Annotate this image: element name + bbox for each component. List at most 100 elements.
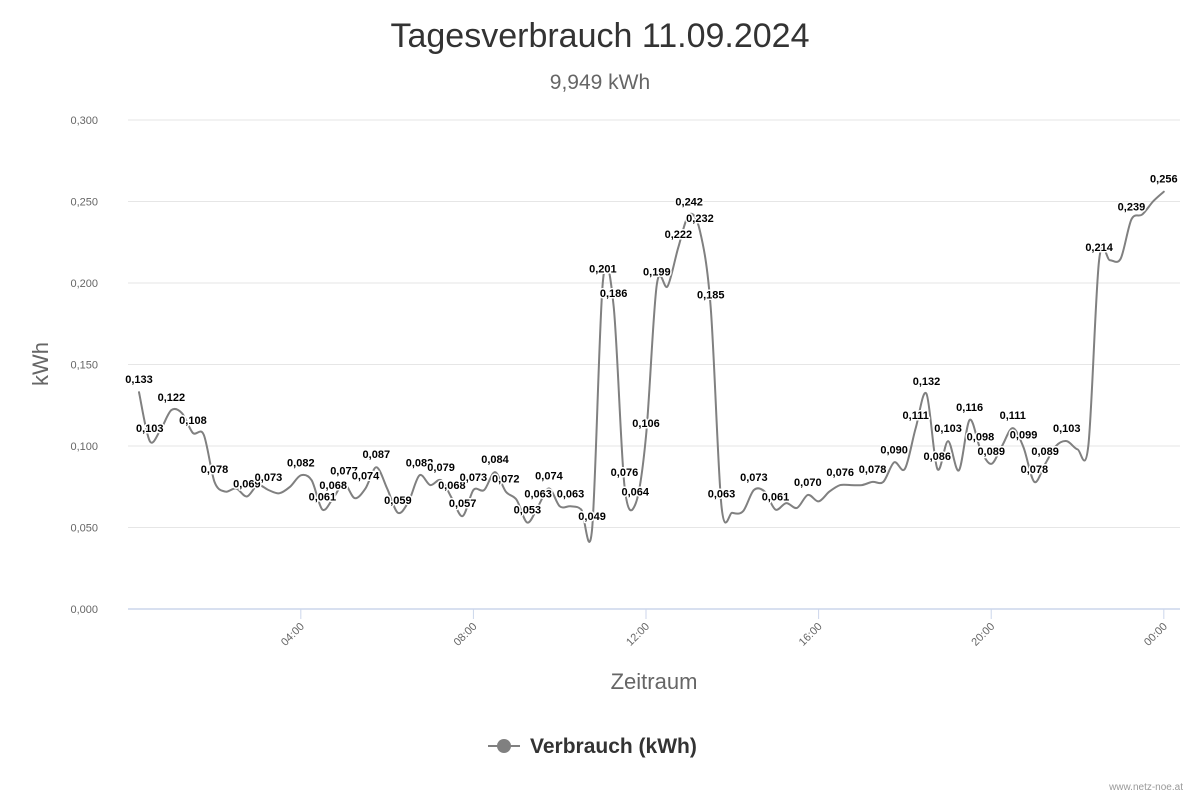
data-point[interactable]	[275, 489, 283, 497]
data-point[interactable]	[1149, 198, 1157, 206]
data-label: 0,069	[233, 479, 261, 491]
data-point[interactable]	[664, 282, 672, 290]
data-point[interactable]	[912, 424, 920, 432]
data-label: 0,103	[1053, 423, 1081, 435]
data-point[interactable]	[696, 227, 704, 235]
data-point[interactable]	[642, 432, 650, 440]
data-point[interactable]	[987, 460, 995, 468]
data-point[interactable]	[297, 471, 305, 479]
data-point[interactable]	[567, 502, 575, 510]
data-point[interactable]	[286, 483, 294, 491]
data-label: 0,082	[287, 457, 315, 469]
data-point[interactable]	[793, 504, 801, 512]
data-point[interactable]	[610, 302, 618, 310]
data-point[interactable]	[362, 484, 370, 492]
data-point[interactable]	[1106, 256, 1114, 264]
data-point[interactable]	[718, 502, 726, 510]
data-point[interactable]	[415, 471, 423, 479]
data-point[interactable]	[599, 277, 607, 285]
data-point[interactable]	[653, 281, 661, 289]
data-point[interactable]	[523, 519, 531, 527]
data-label: 0,185	[697, 289, 725, 301]
data-point[interactable]	[308, 476, 316, 484]
data-point[interactable]	[211, 478, 219, 486]
data-point[interactable]	[869, 478, 877, 486]
x-axis-title: Zeitraum	[611, 669, 698, 694]
data-point[interactable]	[394, 509, 402, 517]
data-point[interactable]	[459, 512, 467, 520]
data-point[interactable]	[1030, 478, 1038, 486]
data-point[interactable]	[426, 481, 434, 489]
data-label: 0,133	[125, 374, 153, 386]
data-label: 0,242	[675, 197, 703, 209]
data-point[interactable]	[836, 481, 844, 489]
data-point[interactable]	[728, 509, 736, 517]
data-label: 0,061	[762, 492, 790, 504]
data-point[interactable]	[264, 486, 272, 494]
data-point[interactable]	[944, 437, 952, 445]
data-label: 0,098	[967, 431, 995, 443]
data-label: 0,078	[859, 464, 887, 476]
data-label: 0,057	[449, 498, 477, 510]
legend[interactable]: Verbrauch (kWh)	[488, 735, 697, 758]
data-point[interactable]	[588, 525, 596, 533]
data-point[interactable]	[1084, 442, 1092, 450]
data-point[interactable]	[847, 481, 855, 489]
grid-lines	[128, 119, 1180, 528]
data-point[interactable]	[200, 431, 208, 439]
data-label: 0,049	[578, 511, 606, 523]
data-point[interactable]	[383, 484, 391, 492]
data-point[interactable]	[318, 506, 326, 514]
credits-link[interactable]: www.netz-noe.at	[1108, 782, 1183, 793]
data-point[interactable]	[469, 486, 477, 494]
data-point[interactable]	[922, 390, 930, 398]
data-point[interactable]	[1117, 255, 1125, 263]
data-point[interactable]	[879, 478, 887, 486]
data-label: 0,086	[924, 451, 952, 463]
data-point[interactable]	[858, 481, 866, 489]
data-label: 0,079	[427, 462, 455, 474]
data-point[interactable]	[804, 491, 812, 499]
data-label: 0,214	[1085, 242, 1113, 254]
data-label: 0,201	[589, 263, 617, 275]
legend-item-verbrauch[interactable]: Verbrauch (kWh)	[530, 735, 697, 758]
data-point[interactable]	[167, 406, 175, 414]
data-point[interactable]	[815, 497, 823, 505]
data-point[interactable]	[1074, 445, 1082, 453]
data-point[interactable]	[1160, 188, 1168, 196]
data-point[interactable]	[1020, 444, 1028, 452]
data-point[interactable]	[771, 506, 779, 514]
data-point[interactable]	[825, 488, 833, 496]
data-point[interactable]	[146, 437, 154, 445]
data-label: 0,078	[1021, 464, 1049, 476]
data-point[interactable]	[135, 388, 143, 396]
data-point[interactable]	[707, 303, 715, 311]
data-point[interactable]	[513, 496, 521, 504]
data-point[interactable]	[1127, 215, 1135, 223]
data-point[interactable]	[502, 488, 510, 496]
data-point[interactable]	[966, 416, 974, 424]
data-point[interactable]	[351, 494, 359, 502]
data-point[interactable]	[1095, 256, 1103, 264]
data-point[interactable]	[739, 507, 747, 515]
data-point[interactable]	[480, 486, 488, 494]
data-label: 0,090	[880, 444, 908, 456]
data-point[interactable]	[955, 466, 963, 474]
data-point[interactable]	[189, 429, 197, 437]
data-label: 0,222	[665, 229, 693, 241]
data-point[interactable]	[750, 486, 758, 494]
data-label: 0,063	[557, 488, 585, 500]
data-point[interactable]	[933, 465, 941, 473]
data-point[interactable]	[243, 493, 251, 501]
data-label: 0,239	[1118, 201, 1146, 213]
data-label: 0,089	[977, 446, 1005, 458]
data-point[interactable]	[221, 488, 229, 496]
data-point[interactable]	[674, 243, 682, 251]
data-label: 0,074	[352, 470, 380, 482]
data-point[interactable]	[556, 502, 564, 510]
data-point[interactable]	[631, 501, 639, 509]
data-point[interactable]	[901, 465, 909, 473]
data-point[interactable]	[1063, 437, 1071, 445]
data-label: 0,073	[740, 472, 768, 484]
data-point[interactable]	[890, 458, 898, 466]
